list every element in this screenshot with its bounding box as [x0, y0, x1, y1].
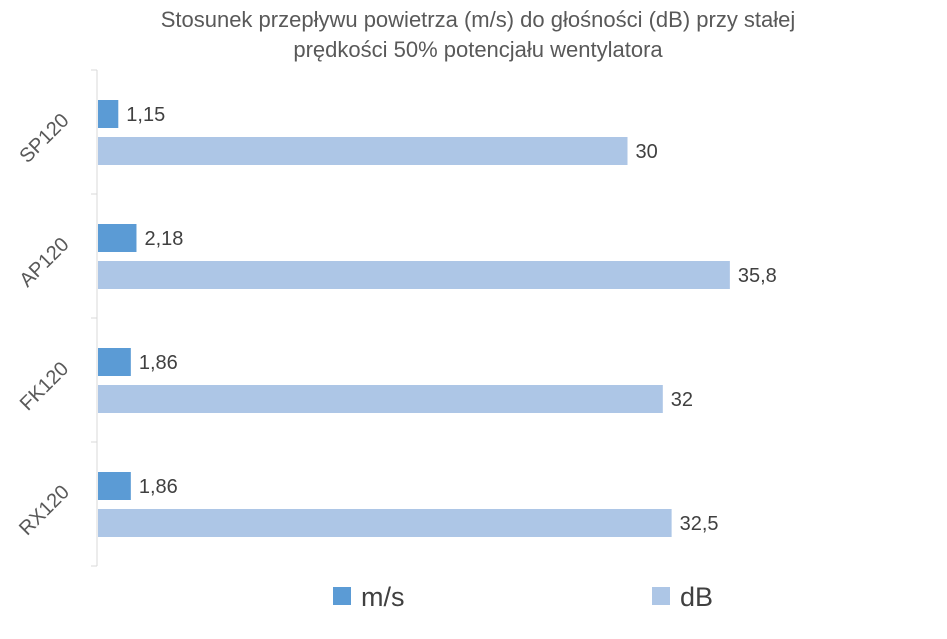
plot-area: 1,15 30 2,18 35,8 1,86 32 1,86 32,5: [98, 100, 777, 537]
data-label: 2,18: [144, 228, 183, 250]
category-axis: SP120 AP120 FK120 RX120: [15, 69, 98, 567]
data-label: 32,5: [680, 513, 719, 535]
bar-db-fk120: [98, 385, 663, 413]
category-label-rx120: RX120: [15, 481, 74, 540]
data-label: 1,15: [126, 104, 165, 126]
data-label: 1,86: [139, 476, 178, 498]
legend-label-db: dB: [680, 582, 713, 612]
legend-swatch-db: [652, 587, 670, 605]
category-label-sp120: SP120: [15, 109, 73, 167]
legend: m/s dB: [333, 582, 713, 612]
bar-m-per-s-ap120: [98, 224, 137, 252]
bar-db-sp120: [98, 137, 628, 165]
bar-db-rx120: [98, 509, 672, 537]
category-label-ap120: AP120: [15, 233, 73, 291]
chart-title-line-2: prędkości 50% potencjału wentylatora: [293, 37, 663, 62]
legend-swatch-m-per-s: [333, 587, 351, 605]
data-label: 32: [671, 389, 693, 411]
category-label-fk120: FK120: [16, 358, 73, 415]
bar-m-per-s-fk120: [98, 348, 131, 376]
legend-label-m-per-s: m/s: [361, 582, 405, 612]
data-label: 35,8: [738, 265, 777, 287]
data-label: 1,86: [139, 352, 178, 374]
chart-title-line-1: Stosunek przepływu powietrza (m/s) do gł…: [161, 7, 796, 32]
data-label: 30: [636, 141, 658, 163]
bar-m-per-s-rx120: [98, 472, 131, 500]
bar-db-ap120: [98, 261, 730, 289]
bar-m-per-s-sp120: [98, 100, 119, 128]
